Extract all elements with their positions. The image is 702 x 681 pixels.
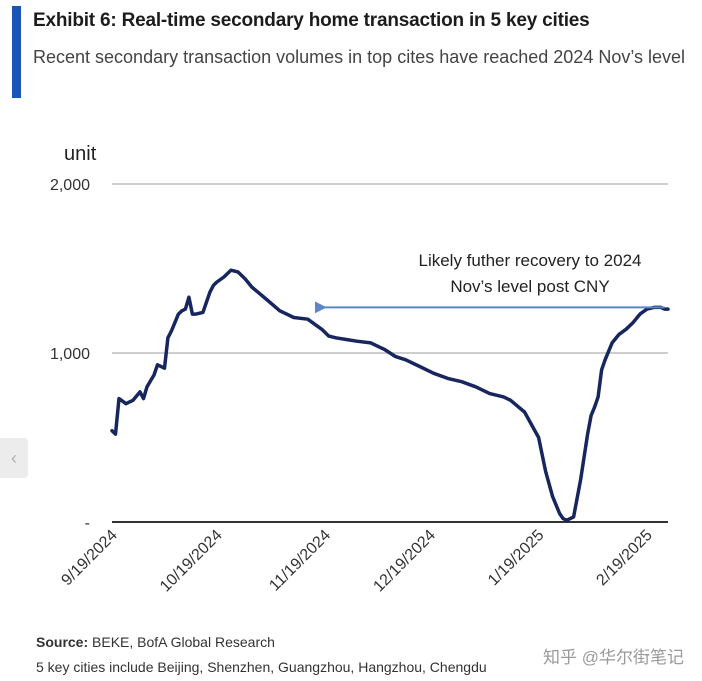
annotation-text: Nov’s level post CNY: [450, 277, 609, 296]
y-tick-label: 2,000: [50, 177, 90, 194]
x-tick-label: 11/19/2024: [266, 527, 334, 595]
footer-note: 5 key cities include Beijing, Shenzhen, …: [36, 659, 487, 675]
x-tick-label: 1/19/2025: [485, 527, 547, 589]
annotation-text: Likely futher recovery to 2024: [418, 251, 641, 270]
side-collapse-tab[interactable]: ‹: [0, 438, 28, 478]
series-line: [110, 268, 670, 523]
x-tick-label: 9/19/2024: [58, 527, 120, 589]
x-tick-label: 10/19/2024: [157, 527, 226, 596]
x-tick-label: 2/19/2025: [593, 527, 655, 589]
chart-title: Exhibit 6: Real-time secondary home tran…: [33, 10, 590, 31]
watermark: 知乎 @华尔街笔记: [543, 648, 684, 667]
source-label: Source:: [36, 634, 89, 650]
chart-subtitle: Recent secondary transaction volumes in …: [33, 47, 686, 67]
x-tick-label: 12/19/2024: [370, 527, 439, 596]
y-tick-label: 1,000: [50, 346, 90, 363]
accent-bar: [12, 6, 21, 98]
y-axis-label: unit: [64, 143, 97, 165]
y-tick-label: -: [85, 515, 90, 532]
chevron-left-icon: ‹: [11, 448, 17, 468]
source-text: BEKE, BofA Global Research: [88, 634, 275, 650]
source-line: Source: BEKE, BofA Global Research: [36, 634, 275, 650]
